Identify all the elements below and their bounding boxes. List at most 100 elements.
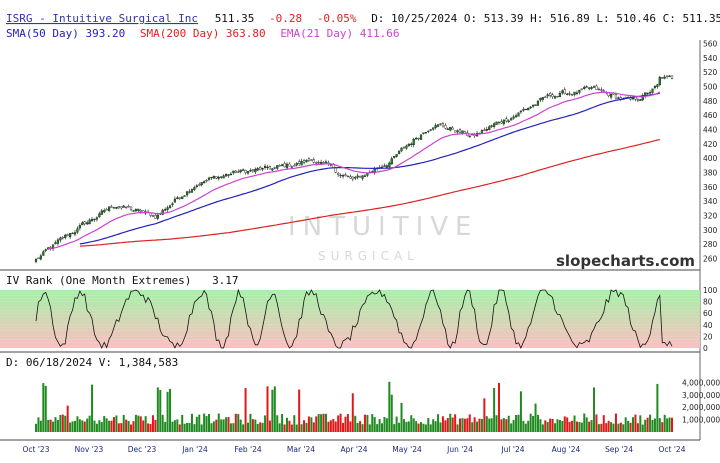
volume-bar [444,420,447,432]
volume-bar [519,391,522,432]
volume-bar [190,413,193,432]
candle-body [193,187,196,190]
candle-body [149,213,152,216]
candle-body [64,234,67,238]
candle-body [312,159,315,163]
candle-body [205,179,208,182]
x-tick-label: Dec '23 [128,445,157,454]
volume-bar [410,415,413,432]
candle-body [298,161,301,164]
candle-body [215,176,218,179]
volume-bar [541,424,544,432]
candle-body [373,168,376,174]
candle-body [249,170,252,172]
candle-body [134,209,138,212]
volume-bar [95,423,98,432]
candle-body [405,145,408,149]
candle-body [570,94,574,96]
volume-bar [149,423,152,432]
candle-body [380,166,384,168]
brand-label[interactable]: slopecharts.com [556,252,695,270]
volume-bar [108,420,111,432]
volume-bar [227,417,230,432]
iv-band [0,310,700,314]
x-tick-label: Sep '24 [605,445,633,454]
volume-bar [381,423,384,432]
iv-band [0,345,700,348]
candle-body [173,198,176,203]
candle-body [436,124,440,127]
volume-bar [656,383,659,432]
candle-body [661,77,664,79]
volume-bar [612,423,615,432]
iv-band [0,319,700,322]
volume-bar [91,384,94,432]
volume-bar [437,414,440,432]
iv-band [0,324,700,328]
candle-body [341,175,345,177]
x-tick-label: Aug '24 [552,445,581,454]
volume-bar [544,420,547,432]
candle-body [239,169,242,173]
candle-body [590,87,593,89]
volume-bar [512,420,515,432]
volume-bar [495,415,498,432]
volume-bar [483,398,486,432]
volume-bar [395,416,398,432]
candle-body [446,128,449,130]
candle-body [103,210,106,213]
volume-bar [232,423,235,432]
volume-bar [575,421,578,432]
candle-body [488,126,491,131]
candle-body [402,147,406,149]
volume-bar [434,421,437,432]
volume-bar [529,413,532,432]
volume-bar [522,420,525,432]
candle-body [539,97,542,101]
candle-body [417,137,420,140]
volume-tick-label: 2,000,000 [682,403,720,412]
candle-body [198,184,201,186]
volume-bar [210,423,213,432]
volume-bar [259,422,262,432]
volume-bar [234,413,237,432]
volume-bar [281,413,284,432]
x-tick-label: Jul '24 [500,445,524,454]
candle-body [315,162,318,164]
sma200-line [79,138,660,247]
volume-bar [47,419,50,432]
volume-bar [632,417,635,432]
sma200-label: SMA(200 Day) 363.80 [140,27,266,40]
candle-body [510,118,513,121]
candle-body [358,176,362,178]
symbol-link[interactable]: ISRG - Intuitive Surgical Inc [6,12,198,25]
price-tick-label: 440 [703,126,718,135]
volume-bar [388,381,391,432]
volume-bar [161,414,164,432]
volume-bar [35,423,37,432]
x-tick-label: Apr '24 [341,445,368,454]
volume-bar [622,424,625,432]
volume-bar [181,414,184,432]
candle-body [203,181,206,184]
volume-bar [317,414,320,432]
candle-body [156,214,159,219]
candle-body [395,154,398,157]
candle-body [566,93,569,95]
candle-body [424,132,427,134]
volume-bar [217,413,220,432]
price-tick-label: 420 [703,140,718,149]
volume-bar [378,419,381,432]
volume-bar [668,417,671,432]
candle-body [276,165,279,169]
volume-bar [215,419,218,432]
volume-bar [261,422,264,432]
volume-bar [551,418,554,432]
volume-bar [417,423,420,432]
volume-bar [290,424,293,432]
volume-bar [198,414,201,432]
candle-body [388,162,391,168]
volume-bar [429,424,432,432]
candle-body [648,92,652,94]
volume-bar [305,422,308,432]
